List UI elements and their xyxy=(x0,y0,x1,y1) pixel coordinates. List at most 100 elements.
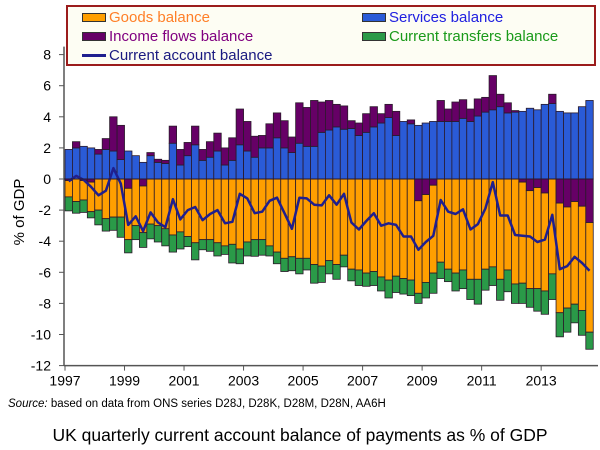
bar-income-18 xyxy=(198,149,207,161)
bar-transfers-2 xyxy=(79,199,88,213)
bar-transfers-29 xyxy=(280,257,289,272)
bar-goods-40 xyxy=(362,178,371,274)
bar-income-21 xyxy=(220,147,230,166)
bar-services-46 xyxy=(406,123,416,180)
bar-income-57 xyxy=(488,75,497,111)
bar-transfers-32 xyxy=(302,257,311,271)
bar-goods-67 xyxy=(563,206,572,309)
legend-swatch-transfers xyxy=(362,31,386,41)
bar-services-1 xyxy=(72,147,81,180)
bar-services-8 xyxy=(124,150,133,180)
bar-income-34 xyxy=(317,101,326,133)
bar-income-8 xyxy=(124,178,133,189)
bar-services-30 xyxy=(287,152,297,180)
bar-transfers-8 xyxy=(124,239,133,254)
bar-income-15 xyxy=(176,149,185,166)
bar-transfers-21 xyxy=(220,245,230,255)
bar-goods-50 xyxy=(436,178,445,263)
bar-services-36 xyxy=(332,126,341,180)
bar-income-4 xyxy=(94,149,103,155)
bar-income-58 xyxy=(496,93,505,108)
bar-transfers-23 xyxy=(235,248,244,265)
bar-income-14 xyxy=(168,125,178,144)
bar-income-53 xyxy=(458,99,468,119)
bar-transfers-67 xyxy=(563,307,572,333)
bar-services-32 xyxy=(302,145,311,180)
bar-services-49 xyxy=(429,121,438,180)
bar-transfers-12 xyxy=(153,225,163,243)
y-tick-label: -2 xyxy=(39,202,52,218)
legend-label-income: Income flows balance xyxy=(109,28,254,45)
bar-services-35 xyxy=(324,129,334,180)
bar-transfers-15 xyxy=(176,231,185,250)
bar-goods-23 xyxy=(235,178,244,250)
bar-goods-6 xyxy=(109,178,118,218)
bar-income-13 xyxy=(161,159,170,164)
bar-income-55 xyxy=(473,98,483,117)
bar-income-56 xyxy=(481,96,490,113)
x-tick-label: 2011 xyxy=(467,373,497,389)
bar-income-47 xyxy=(414,178,423,202)
bar-goods-34 xyxy=(317,178,326,267)
bar-services-26 xyxy=(258,147,267,180)
x-tick-label: 2003 xyxy=(228,373,259,389)
bar-transfers-0 xyxy=(64,196,73,212)
bar-goods-70 xyxy=(585,222,594,333)
bar-goods-15 xyxy=(176,178,185,233)
bar-goods-43 xyxy=(384,178,393,281)
bar-services-69 xyxy=(577,106,587,180)
bar-goods-33 xyxy=(310,178,319,265)
bar-goods-42 xyxy=(377,178,386,278)
bar-transfers-47 xyxy=(414,292,423,304)
bar-transfers-58 xyxy=(496,278,505,301)
bar-transfers-27 xyxy=(265,245,274,257)
bar-transfers-4 xyxy=(94,209,103,226)
bar-income-41 xyxy=(369,106,378,128)
y-tick-label: 6 xyxy=(43,78,51,94)
bar-transfers-5 xyxy=(101,218,111,232)
bar-services-39 xyxy=(354,135,364,180)
bar-transfers-60 xyxy=(510,283,520,304)
bar-income-65 xyxy=(548,93,557,104)
bar-income-27 xyxy=(265,123,274,149)
bar-income-52 xyxy=(451,101,460,122)
bar-services-58 xyxy=(496,106,505,180)
bar-transfers-14 xyxy=(168,234,178,253)
bar-services-4 xyxy=(94,153,103,180)
legend-swatch-income xyxy=(82,31,106,41)
x-tick-label: 2009 xyxy=(407,373,438,389)
bar-services-28 xyxy=(272,137,282,180)
bar-goods-45 xyxy=(399,178,408,279)
bar-goods-61 xyxy=(518,181,527,284)
y-tick-label: -8 xyxy=(39,295,52,311)
bar-goods-32 xyxy=(302,178,311,259)
bar-income-48 xyxy=(421,178,430,195)
legend-label-services: Services balance xyxy=(389,9,504,26)
x-tick-label: 1999 xyxy=(109,373,140,389)
bar-transfers-40 xyxy=(362,272,371,287)
legend-swatch-current-account xyxy=(82,53,106,57)
bar-transfers-52 xyxy=(451,272,460,292)
legend-item-transfers: Current transfers balance xyxy=(362,28,558,45)
bar-transfers-28 xyxy=(272,251,282,265)
bar-income-62 xyxy=(525,178,535,192)
legend-label-transfers: Current transfers balance xyxy=(389,28,559,45)
bar-transfers-62 xyxy=(525,288,535,308)
bar-transfers-57 xyxy=(488,266,497,286)
bar-services-54 xyxy=(466,121,475,180)
bar-income-26 xyxy=(258,135,267,149)
bar-transfers-48 xyxy=(421,282,430,299)
bar-transfers-38 xyxy=(347,268,356,282)
bar-services-34 xyxy=(317,131,326,180)
bar-services-19 xyxy=(205,156,215,180)
bar-goods-0 xyxy=(64,180,73,198)
bar-services-10 xyxy=(138,161,148,180)
bar-income-10 xyxy=(138,178,148,187)
y-tick-label: -6 xyxy=(39,264,52,280)
bar-transfers-51 xyxy=(444,268,453,283)
bar-services-48 xyxy=(421,122,430,180)
bar-income-37 xyxy=(339,105,349,130)
bar-transfers-53 xyxy=(458,269,468,290)
bar-transfers-6 xyxy=(109,216,118,231)
